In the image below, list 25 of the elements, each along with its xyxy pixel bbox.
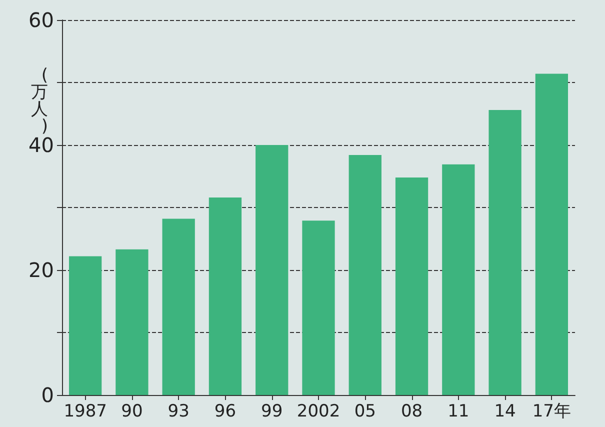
bar — [488, 110, 522, 395]
bar — [68, 256, 102, 395]
x-tick-label: 90 — [121, 402, 143, 422]
x-tick-label: 96 — [214, 402, 236, 422]
bar — [348, 155, 382, 395]
bar — [395, 178, 428, 395]
x-tick-label: 17年 — [532, 402, 571, 422]
bar — [116, 249, 148, 395]
x-tick-label: 99 — [261, 402, 283, 422]
y-tick-label: 60 — [28, 8, 54, 32]
x-tick-label: 14 — [494, 402, 516, 422]
x-tick-label: 05 — [354, 402, 376, 422]
bar — [442, 164, 475, 395]
x-tick-label: 2002 — [296, 402, 340, 422]
x-tick-label: 1987 — [64, 402, 107, 422]
y-tick-label: 0 — [41, 383, 54, 407]
x-tick-label: 93 — [168, 402, 190, 422]
x-tick-label: 11 — [448, 402, 470, 422]
x-tick-label: 08 — [400, 402, 423, 422]
bar — [302, 220, 335, 395]
bar — [256, 145, 288, 395]
bar — [162, 218, 195, 395]
y-tick-label: 20 — [28, 258, 54, 282]
bar — [208, 198, 242, 395]
bar — [535, 74, 568, 395]
